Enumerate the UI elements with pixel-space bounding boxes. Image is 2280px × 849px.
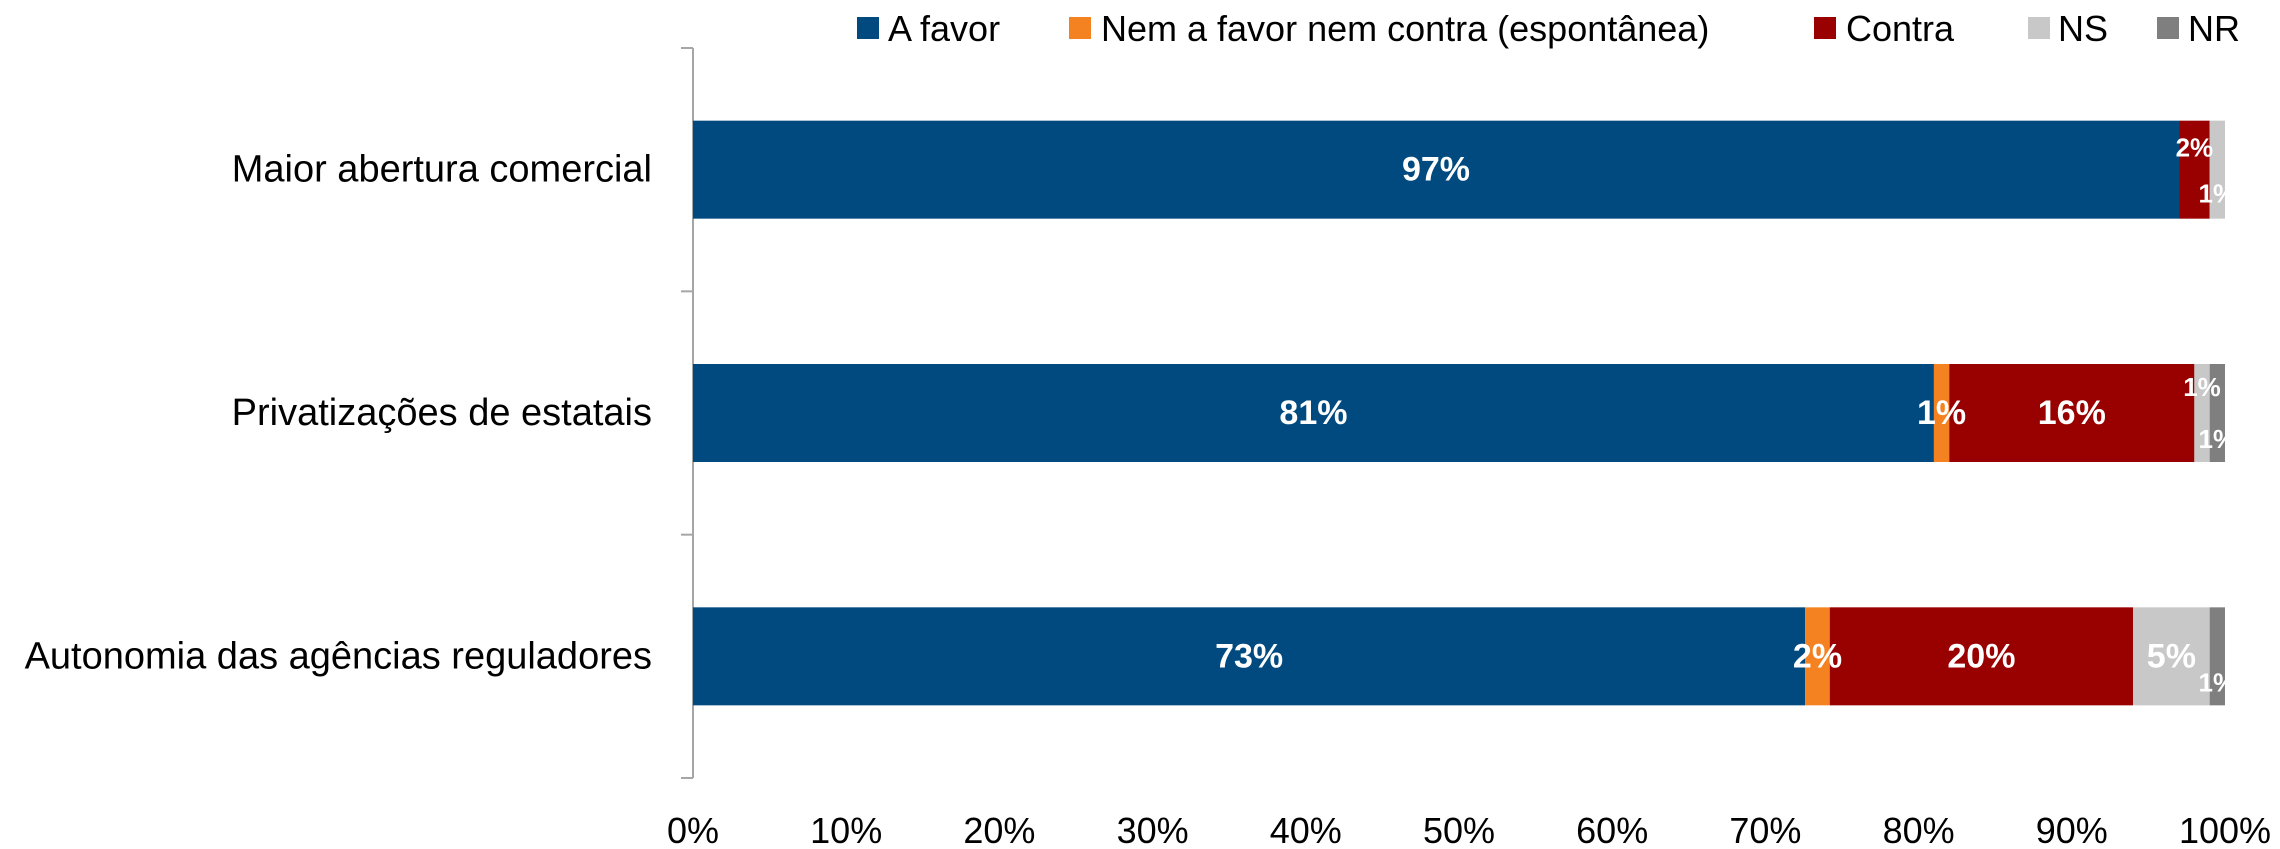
x-tick-label: 100%	[2179, 810, 2271, 849]
legend-swatch-contra	[1814, 17, 1836, 39]
bar-segment-contra	[1949, 364, 2195, 462]
data-label-a-favor: 97%	[1402, 151, 1470, 189]
legend-label-ns: NS	[2058, 8, 2108, 49]
category-label: Privatizações de estatais	[232, 392, 652, 434]
x-tick-label: 50%	[1423, 810, 1495, 849]
x-tick-label: 40%	[1270, 810, 1342, 849]
x-tick-label: 0%	[667, 810, 719, 849]
legend-swatch-neutro	[1069, 17, 1091, 39]
x-tick-label: 30%	[1117, 810, 1189, 849]
legend: A favor Nem a favor nem contra (espontân…	[857, 8, 2240, 49]
bar-segment-nem-a-favor-nem-contra-espontanea	[1933, 364, 1950, 462]
bar-segment-contra	[2179, 120, 2210, 219]
data-label-contra: 16%	[2038, 394, 2106, 432]
bar-segment-nr	[2209, 607, 2225, 706]
legend-label-contra: Contra	[1846, 8, 1955, 49]
bar-segment-a-favor	[693, 607, 1806, 706]
bar-segment-ns	[2209, 120, 2225, 219]
data-label-contra: 20%	[1947, 637, 2015, 675]
data-label-contra: 2%	[2176, 133, 2214, 163]
data-label-nr: 1%	[2199, 667, 2237, 697]
data-label-nr: 1%	[2199, 424, 2237, 454]
bar-segment-nem-a-favor-nem-contra-espontanea	[1805, 607, 1830, 706]
data-label-a-favor: 73%	[1215, 637, 1283, 675]
legend-label-nr: NR	[2188, 8, 2240, 49]
x-tick-label: 10%	[810, 810, 882, 849]
axes: 0% 10% 20% 30% 40% 50% 60% 70% 80% 90% 100% Maior a…	[25, 47, 2271, 849]
bar-segment-a-favor	[693, 364, 1934, 462]
category-label: Maior abertura comercial	[232, 149, 652, 191]
data-label-ns: 1%	[2199, 179, 2237, 209]
x-tick-label: 70%	[1729, 810, 1801, 849]
legend-swatch-ns	[2028, 17, 2050, 39]
bar-segment-nr	[2209, 364, 2225, 462]
bar-segment-contra	[1829, 607, 2134, 706]
data-label-ns: 5%	[2147, 637, 2196, 675]
x-tick-label: 80%	[1883, 810, 1955, 849]
category-label: Autonomia das agências reguladores	[25, 635, 652, 677]
x-tick-label: 60%	[1576, 810, 1648, 849]
x-tick-label: 90%	[2036, 810, 2108, 849]
data-label-ns: 1%	[2183, 372, 2221, 402]
labels: 97%2%1%81% 1% 16%1%1%73% 2% 20% 5%1%	[1215, 133, 2236, 698]
data-label-nem-a-favor-nem-contra-espontanea: 1%	[1917, 394, 1966, 432]
legend-swatch-a-favor	[857, 17, 879, 39]
legend-swatch-nr	[2157, 17, 2179, 39]
bars	[693, 120, 2225, 706]
bar-segment-ns	[2133, 607, 2210, 706]
legend-label-neutro: Nem a favor nem contra (espontânea)	[1101, 8, 1709, 49]
bar-segment-a-favor	[693, 120, 2180, 219]
data-label-a-favor: 81%	[1279, 394, 1347, 432]
data-label-nem-a-favor-nem-contra-espontanea: 2%	[1793, 637, 1842, 675]
legend-label-a-favor: A favor	[888, 8, 1000, 49]
bar-segment-ns	[2194, 364, 2210, 462]
x-tick-label: 20%	[963, 810, 1035, 849]
